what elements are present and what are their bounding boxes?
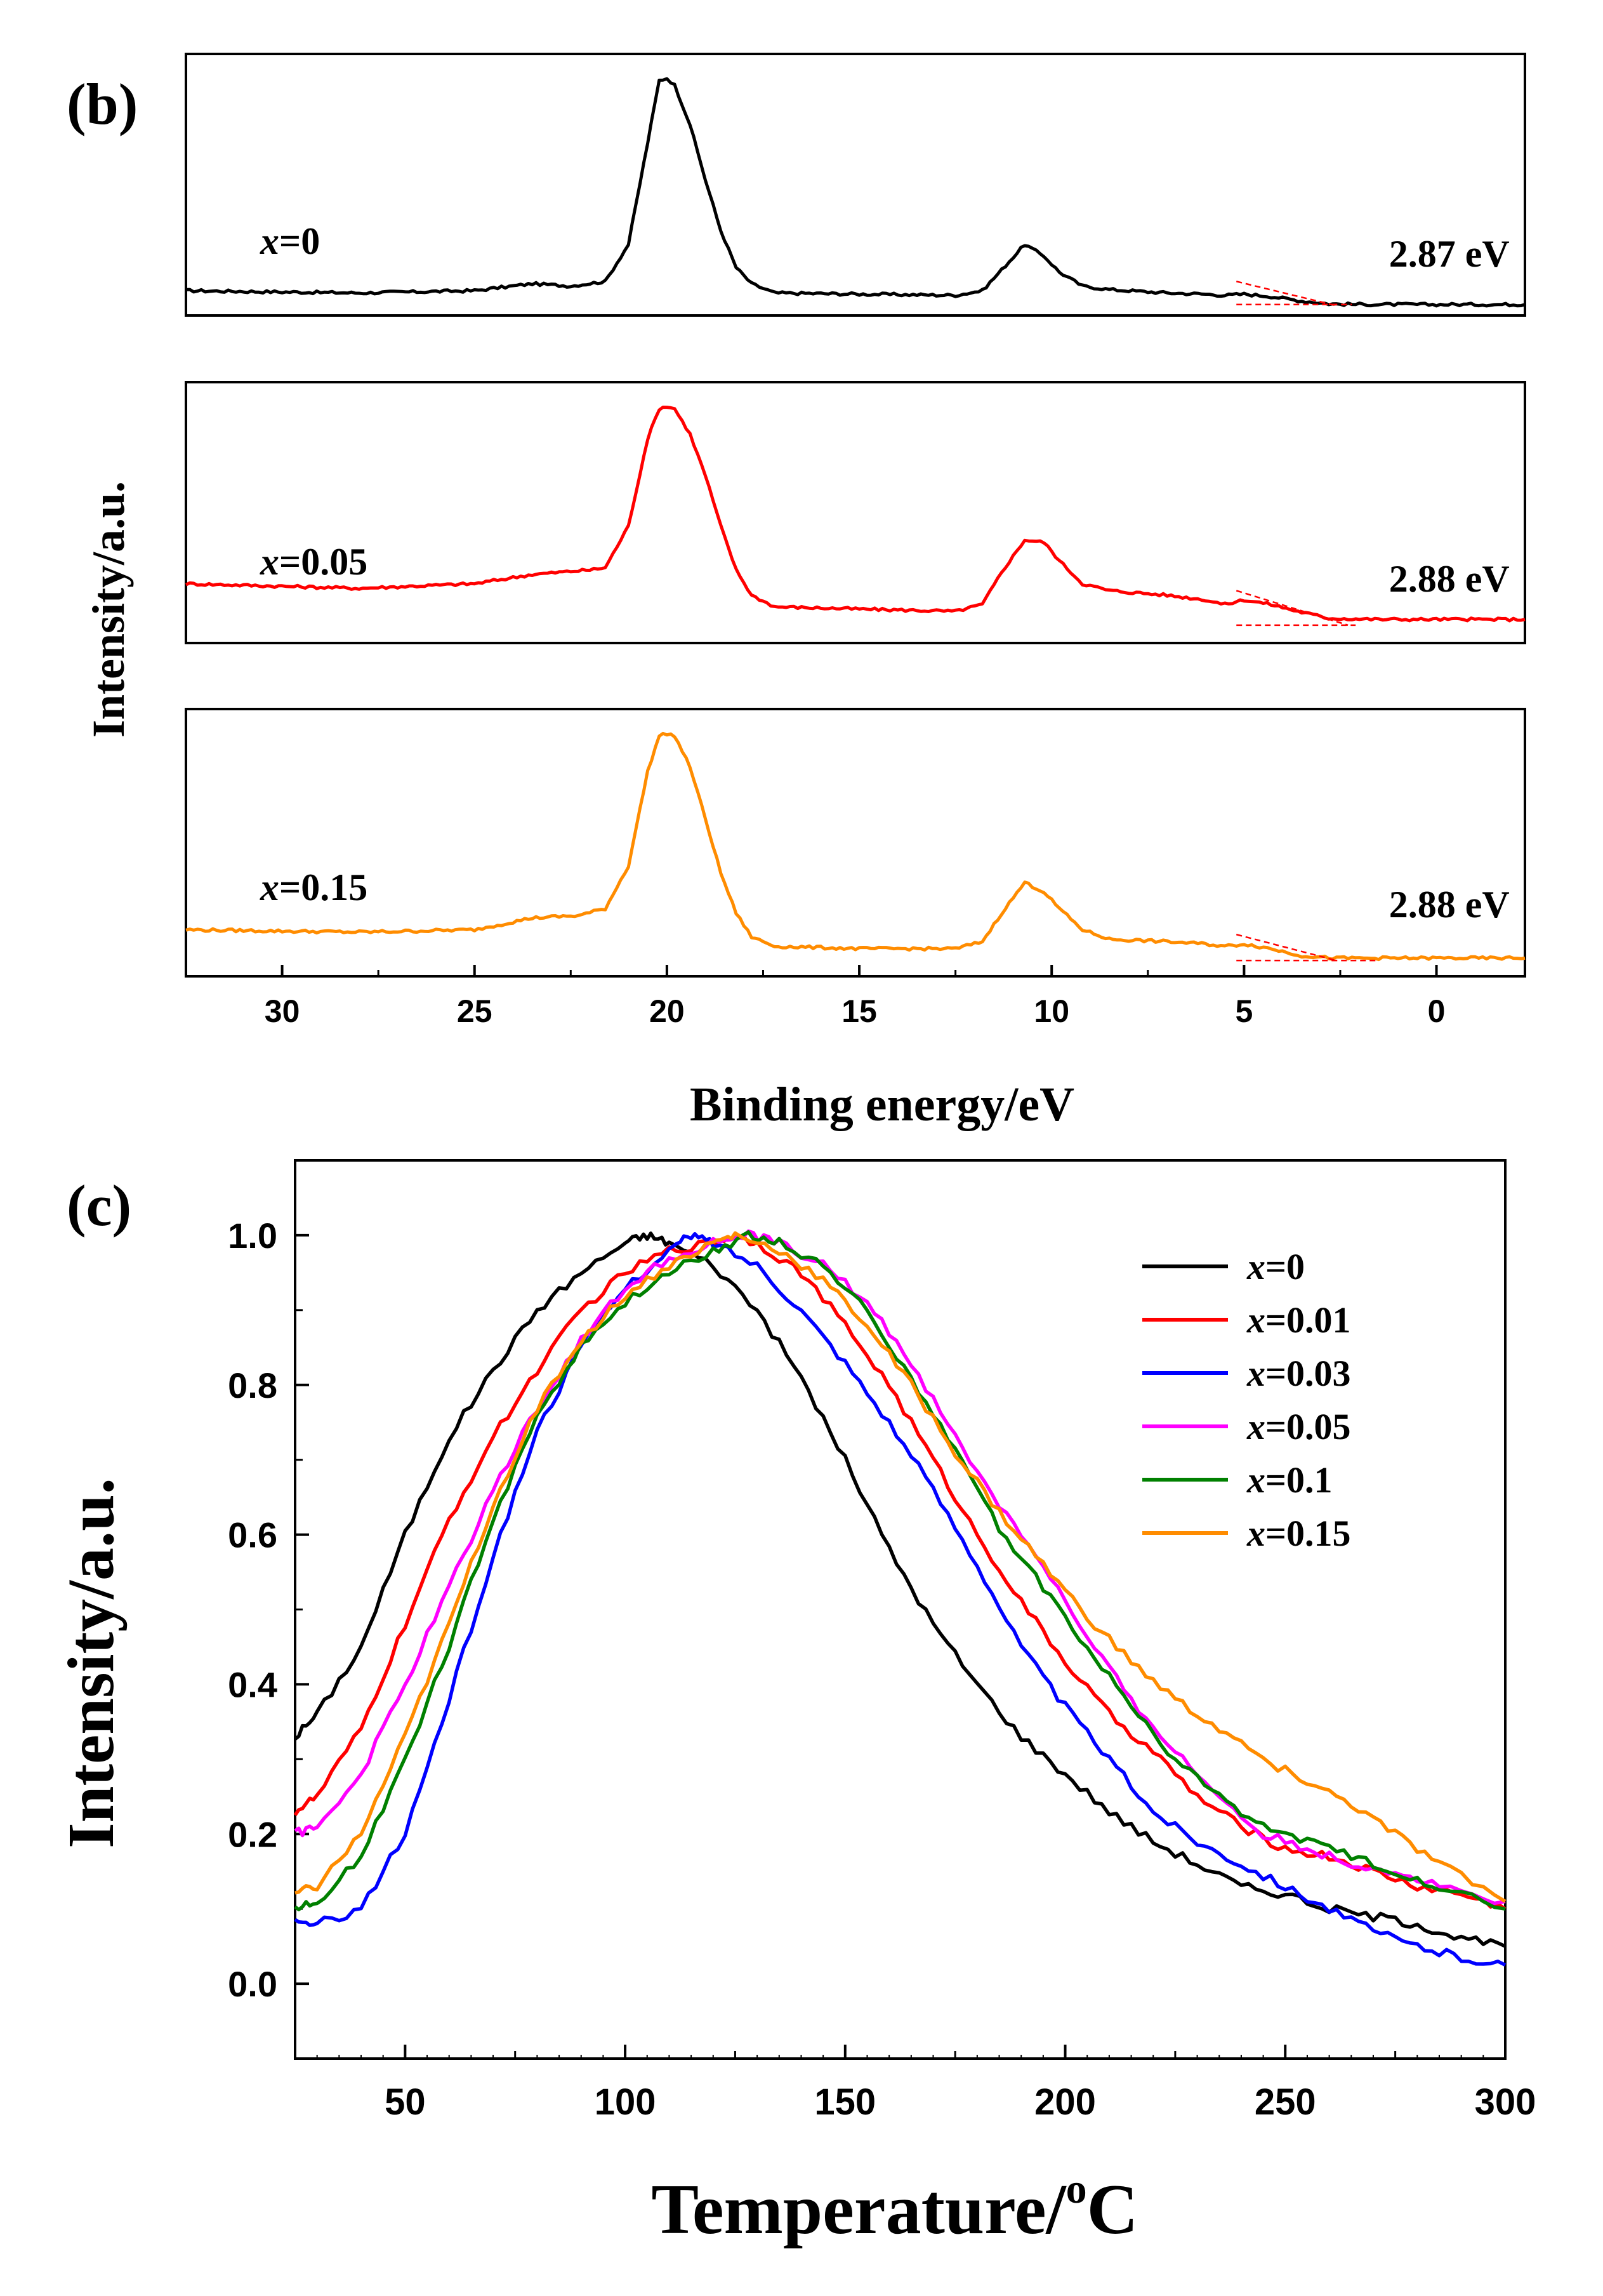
x-tick-label: 150 xyxy=(814,2081,876,2123)
legend-label-variable: x xyxy=(1246,1353,1265,1394)
series-label-value: =0.05 xyxy=(279,541,367,583)
series-line-x-0-15 xyxy=(294,1231,1507,1903)
panel-c-legend: x=0x=0.01x=0.03x=0.05x=0.1x=0.15 xyxy=(1142,1246,1351,1554)
panel-b: (b) Intensity/a.u. Binding energy/eV x=0… xyxy=(67,53,1526,1131)
legend-label: x=0.15 xyxy=(1246,1513,1351,1554)
subplot-frame xyxy=(185,708,1526,978)
legend-label: x=0.01 xyxy=(1246,1299,1351,1341)
series-label-value: =0.15 xyxy=(279,866,367,908)
series-label-variable: x xyxy=(260,541,279,583)
spectrum-line xyxy=(185,406,1526,623)
series-line-x-0 xyxy=(294,1231,1507,1948)
series-label-variable: x xyxy=(260,866,279,908)
x-tick-label: 50 xyxy=(385,2081,426,2123)
y-tick-label: 0.8 xyxy=(228,1365,277,1405)
band-gap-annotation: 2.87 eV xyxy=(1389,233,1510,275)
band-edge-tangent-line xyxy=(1236,281,1337,307)
legend-label-value: =0.05 xyxy=(1265,1406,1351,1447)
legend-label-value: =0.01 xyxy=(1265,1299,1351,1341)
legend-label-value: =0 xyxy=(1265,1246,1305,1287)
legend-label-value: =0.03 xyxy=(1265,1353,1351,1394)
x-tick-label: 15 xyxy=(841,993,877,1029)
panel-b-x-axis: 30 25 20 15 10 5 0 xyxy=(185,965,1446,1029)
panel-c: (c) Intensity/a.u. Temperature/oC 0.0 0.2… xyxy=(55,1159,1536,2249)
legend-entry: x=0.03 xyxy=(1142,1353,1351,1394)
y-tick-label: 0.4 xyxy=(228,1664,277,1704)
legend-entry: x=0.1 xyxy=(1142,1459,1333,1501)
panel-b-subplots: x=0 2.87 eVx=0.05 2.88 eVx=0.15 2.88 eV xyxy=(185,53,1526,978)
subplot-series-label: x=0.05 xyxy=(260,541,367,583)
y-tick-label: 0.0 xyxy=(228,1964,277,2004)
series-label-value: =0 xyxy=(279,220,320,262)
x-tick-label: 25 xyxy=(457,993,492,1029)
legend-label-variable: x xyxy=(1246,1299,1265,1341)
subplot-frame xyxy=(185,381,1526,644)
band-gap-annotation: 2.88 eV xyxy=(1389,558,1510,600)
series-label-variable: x xyxy=(260,220,279,262)
series-line-x-0-05 xyxy=(294,1229,1506,1906)
subplot-x-0-15: x=0.15 2.88 eV xyxy=(185,708,1526,978)
panel-c-x-axis-label-main: Temperature/ xyxy=(651,2170,1067,2249)
panel-c-x-axis-label-superscript: o xyxy=(1066,2166,1087,2212)
x-tick-label: 20 xyxy=(649,993,685,1029)
y-tick-label: 1.0 xyxy=(228,1216,277,1256)
band-edge-tangent-line xyxy=(1236,933,1337,962)
x-tick-label: 100 xyxy=(595,2081,656,2123)
spectrum-line xyxy=(185,77,1526,308)
legend-label-variable: x xyxy=(1246,1459,1265,1501)
x-tick-label: 250 xyxy=(1255,2081,1316,2123)
legend-label-value: =0.1 xyxy=(1265,1459,1333,1501)
series-line-x-0-01 xyxy=(293,1233,1507,1911)
legend-label: x=0.1 xyxy=(1246,1459,1333,1501)
y-tick-label: 0.6 xyxy=(228,1515,277,1555)
panel-c-y-axis-label: Intensity/a.u. xyxy=(55,1478,128,1848)
panel-c-x-axis-label: Temperature/oC xyxy=(651,2166,1138,2249)
legend-label-variable: x xyxy=(1246,1246,1265,1287)
panel-b-y-axis-label: Intensity/a.u. xyxy=(83,481,134,738)
x-tick-label: 0 xyxy=(1428,993,1446,1029)
legend-entry: x=0.05 xyxy=(1142,1406,1351,1447)
legend-entry: x=0.15 xyxy=(1142,1513,1351,1554)
legend-label: x=0 xyxy=(1246,1246,1305,1287)
x-tick-label: 300 xyxy=(1475,2081,1536,2123)
subplot-x-0-05: x=0.05 2.88 eV xyxy=(185,381,1526,644)
spectrum-line xyxy=(185,731,1526,962)
series-line-x-0-03 xyxy=(294,1231,1507,1967)
legend-label-variable: x xyxy=(1246,1406,1265,1447)
legend-label-value: =0.15 xyxy=(1265,1513,1351,1554)
x-tick-label: 30 xyxy=(265,993,300,1029)
subplot-series-label: x=0 xyxy=(260,220,320,262)
panel-c-x-axis-label-unit: C xyxy=(1087,2170,1138,2249)
y-tick-label: 0.2 xyxy=(228,1814,277,1854)
legend-entry: x=0 xyxy=(1142,1246,1305,1287)
panel-b-x-axis-label: Binding energy/eV xyxy=(690,1078,1074,1131)
band-gap-annotation: 2.88 eV xyxy=(1389,884,1510,926)
subplot-frame xyxy=(185,53,1526,317)
legend-entry: x=0.01 xyxy=(1142,1299,1351,1341)
band-edge-tangent-line xyxy=(1236,590,1349,627)
subplot-x-0: x=0 2.87 eV xyxy=(185,53,1526,317)
legend-label: x=0.03 xyxy=(1246,1353,1351,1394)
x-tick-label: 200 xyxy=(1034,2081,1096,2123)
x-tick-label: 5 xyxy=(1235,993,1253,1029)
panel-b-label: (b) xyxy=(67,72,138,136)
subplot-series-label: x=0.15 xyxy=(260,866,367,908)
panel-c-label: (c) xyxy=(67,1173,131,1238)
series-line-x-0-1 xyxy=(294,1230,1506,1911)
panel-c-plot-area: 0.0 0.2 0.4 0.6 0.8 1.0 50 100 150 200 250 300 xyxy=(228,1159,1536,2123)
x-tick-label: 10 xyxy=(1034,993,1069,1029)
legend-label: x=0.05 xyxy=(1246,1406,1351,1447)
legend-label-variable: x xyxy=(1246,1513,1265,1554)
